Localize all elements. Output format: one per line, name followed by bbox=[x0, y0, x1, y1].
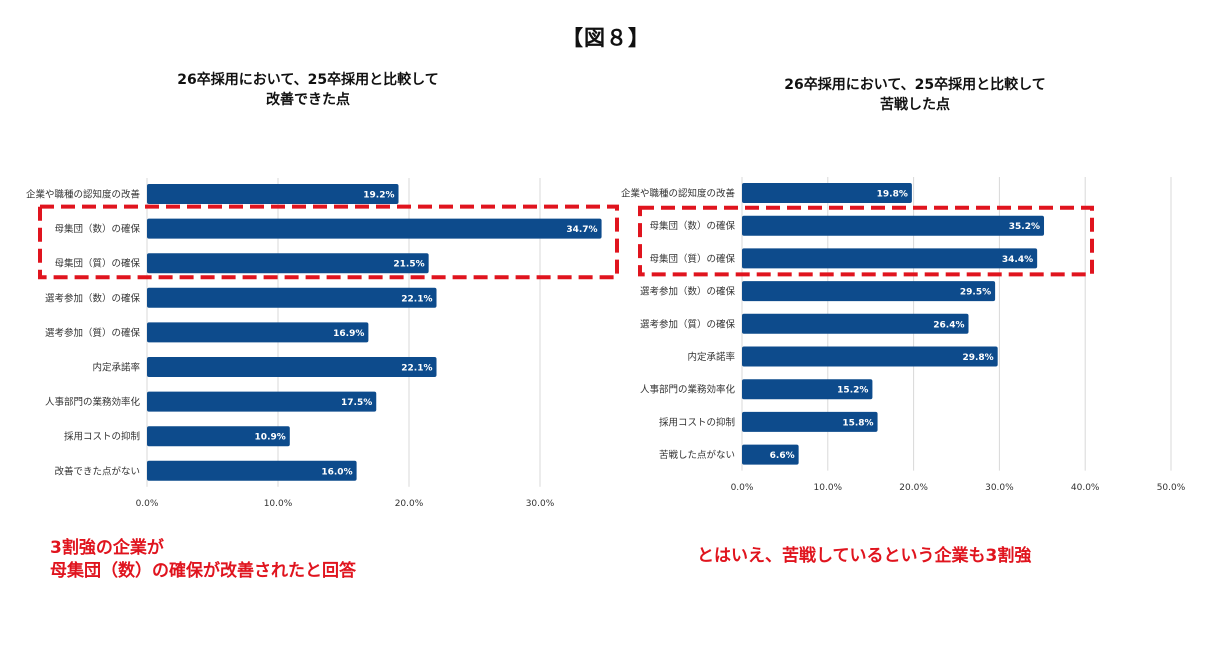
right-value-label: 15.2% bbox=[837, 386, 868, 396]
left-category-label: 人事部門の業務効率化 bbox=[45, 396, 141, 408]
left-bar bbox=[147, 287, 437, 308]
left-chart-title-line-2: 改善できた点 bbox=[266, 92, 350, 108]
right-highlight-box bbox=[638, 205, 1094, 277]
left-highlight-box bbox=[38, 204, 619, 280]
left-category-label: 内定承諾率 bbox=[92, 362, 140, 374]
right-category-label: 選考参加（数）の確保 bbox=[640, 286, 736, 298]
left-bar bbox=[147, 218, 602, 239]
left-bar bbox=[147, 184, 399, 204]
right-bar bbox=[742, 379, 873, 400]
left-bar bbox=[147, 391, 377, 412]
left-value-label: 17.5% bbox=[341, 398, 372, 408]
right-tick-label: 10.0% bbox=[814, 483, 843, 493]
left-value-label: 16.9% bbox=[333, 329, 364, 339]
right-category-label: 人事部門の業務効率化 bbox=[640, 384, 736, 396]
left-callout-line-2: 母集団（数）の確保が改善されたと回答 bbox=[50, 561, 356, 581]
left-chart-title-line-1: 26卒採用において、25卒採用と比較して bbox=[177, 72, 439, 88]
right-category-label: 母集団（質）の確保 bbox=[649, 253, 735, 265]
left-bar bbox=[147, 322, 369, 343]
left-bar bbox=[147, 357, 437, 377]
left-category-label: 選考参加（数）の確保 bbox=[45, 292, 141, 304]
right-tick-label: 50.0% bbox=[1157, 483, 1186, 493]
right-value-label: 19.8% bbox=[877, 190, 908, 200]
left-category-label: 母集団（質）の確保 bbox=[54, 258, 140, 270]
right-bar bbox=[742, 346, 998, 367]
right-bar bbox=[742, 313, 969, 334]
left-tick-label: 0.0% bbox=[136, 499, 159, 509]
right-bar bbox=[742, 411, 878, 432]
left-value-label: 34.7% bbox=[566, 225, 597, 235]
right-tick-label: 40.0% bbox=[1071, 483, 1100, 493]
left-tick-label: 20.0% bbox=[395, 499, 424, 509]
right-bar bbox=[742, 281, 996, 302]
right-value-label: 26.4% bbox=[933, 320, 964, 330]
right-category-label: 内定承諾率 bbox=[687, 351, 735, 363]
right-value-label: 15.8% bbox=[842, 418, 873, 428]
left-bar bbox=[147, 426, 290, 447]
left-category-label: 企業や職種の認知度の改善 bbox=[26, 189, 141, 201]
left-chart-title: 26卒採用において、25卒採用と比較して 改善できた点 bbox=[108, 70, 508, 110]
right-callout: とはいえ、苦戦しているという企業も3割強 bbox=[697, 545, 1031, 568]
right-bar bbox=[742, 444, 799, 465]
right-value-label: 35.2% bbox=[1009, 222, 1040, 232]
right-category-label: 採用コストの抑制 bbox=[659, 416, 735, 428]
left-value-label: 21.5% bbox=[393, 260, 424, 270]
right-tick-label: 0.0% bbox=[731, 483, 754, 493]
right-tick-label: 20.0% bbox=[899, 483, 928, 493]
right-category-label: 苦戦した点がない bbox=[659, 449, 735, 461]
right-chart-title-line-1: 26卒採用において、25卒採用と比較して bbox=[784, 77, 1046, 93]
left-value-label: 16.0% bbox=[321, 467, 352, 477]
left-category-label: 採用コストの抑制 bbox=[64, 431, 140, 443]
right-value-label: 34.4% bbox=[1002, 255, 1033, 265]
left-callout: 3割強の企業が 母集団（数）の確保が改善されたと回答 bbox=[50, 537, 356, 583]
right-bar bbox=[742, 215, 1045, 236]
right-bar bbox=[742, 183, 912, 203]
left-category-label: 母集団（数）の確保 bbox=[54, 223, 140, 235]
right-category-label: 企業や職種の認知度の改善 bbox=[621, 188, 736, 200]
left-category-label: 改善できた点がない bbox=[54, 465, 140, 477]
right-category-label: 選考参加（質）の確保 bbox=[640, 318, 736, 330]
right-value-label: 29.5% bbox=[960, 288, 991, 298]
left-value-label: 22.1% bbox=[401, 294, 432, 304]
left-value-label: 10.9% bbox=[255, 433, 286, 443]
right-chart-title-line-2: 苦戦した点 bbox=[880, 97, 950, 113]
right-callout-line-1: とはいえ、苦戦しているという企業も3割強 bbox=[697, 546, 1032, 566]
left-tick-label: 30.0% bbox=[526, 499, 555, 509]
left-value-label: 19.2% bbox=[363, 191, 394, 201]
right-tick-label: 30.0% bbox=[985, 483, 1014, 493]
right-value-label: 6.6% bbox=[770, 451, 795, 461]
right-bar bbox=[742, 248, 1038, 269]
right-value-label: 29.8% bbox=[962, 353, 993, 363]
left-bar bbox=[147, 460, 357, 481]
left-tick-label: 10.0% bbox=[264, 499, 293, 509]
figure-title: 【図８】 bbox=[562, 26, 650, 50]
right-chart-title: 26卒採用において、25卒採用と比較して 苦戦した点 bbox=[715, 75, 1115, 115]
left-value-label: 22.1% bbox=[401, 364, 432, 374]
right-category-label: 母集団（数）の確保 bbox=[649, 220, 735, 232]
left-callout-line-1: 3割強の企業が bbox=[50, 538, 164, 558]
left-category-label: 選考参加（質）の確保 bbox=[45, 327, 141, 339]
left-bar bbox=[147, 253, 429, 274]
